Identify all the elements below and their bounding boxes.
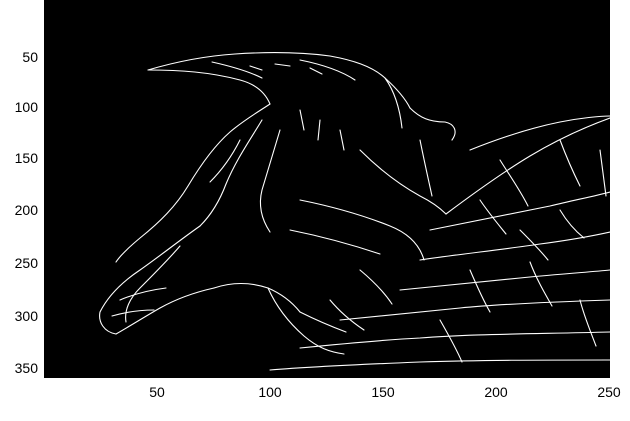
x-tick-label: 150	[371, 384, 395, 400]
y-tick-label: 250	[15, 255, 39, 271]
y-tick-label: 200	[15, 202, 39, 218]
x-tick-label: 250	[597, 384, 621, 400]
image-area	[44, 0, 610, 378]
y-tick-label: 150	[15, 150, 39, 166]
x-axis: 50 100 150 200 250	[149, 373, 621, 400]
y-axis: 50 100 150 200 250 300 350	[15, 49, 49, 376]
y-tick-label: 300	[15, 308, 39, 324]
y-tick-label: 350	[15, 360, 39, 376]
y-tick-label: 100	[15, 99, 39, 115]
edge-drawing	[99, 52, 610, 371]
x-tick-label: 50	[149, 384, 165, 400]
x-tick-label: 200	[484, 384, 508, 400]
x-tick-label: 100	[258, 384, 282, 400]
y-tick-label: 50	[22, 49, 38, 65]
